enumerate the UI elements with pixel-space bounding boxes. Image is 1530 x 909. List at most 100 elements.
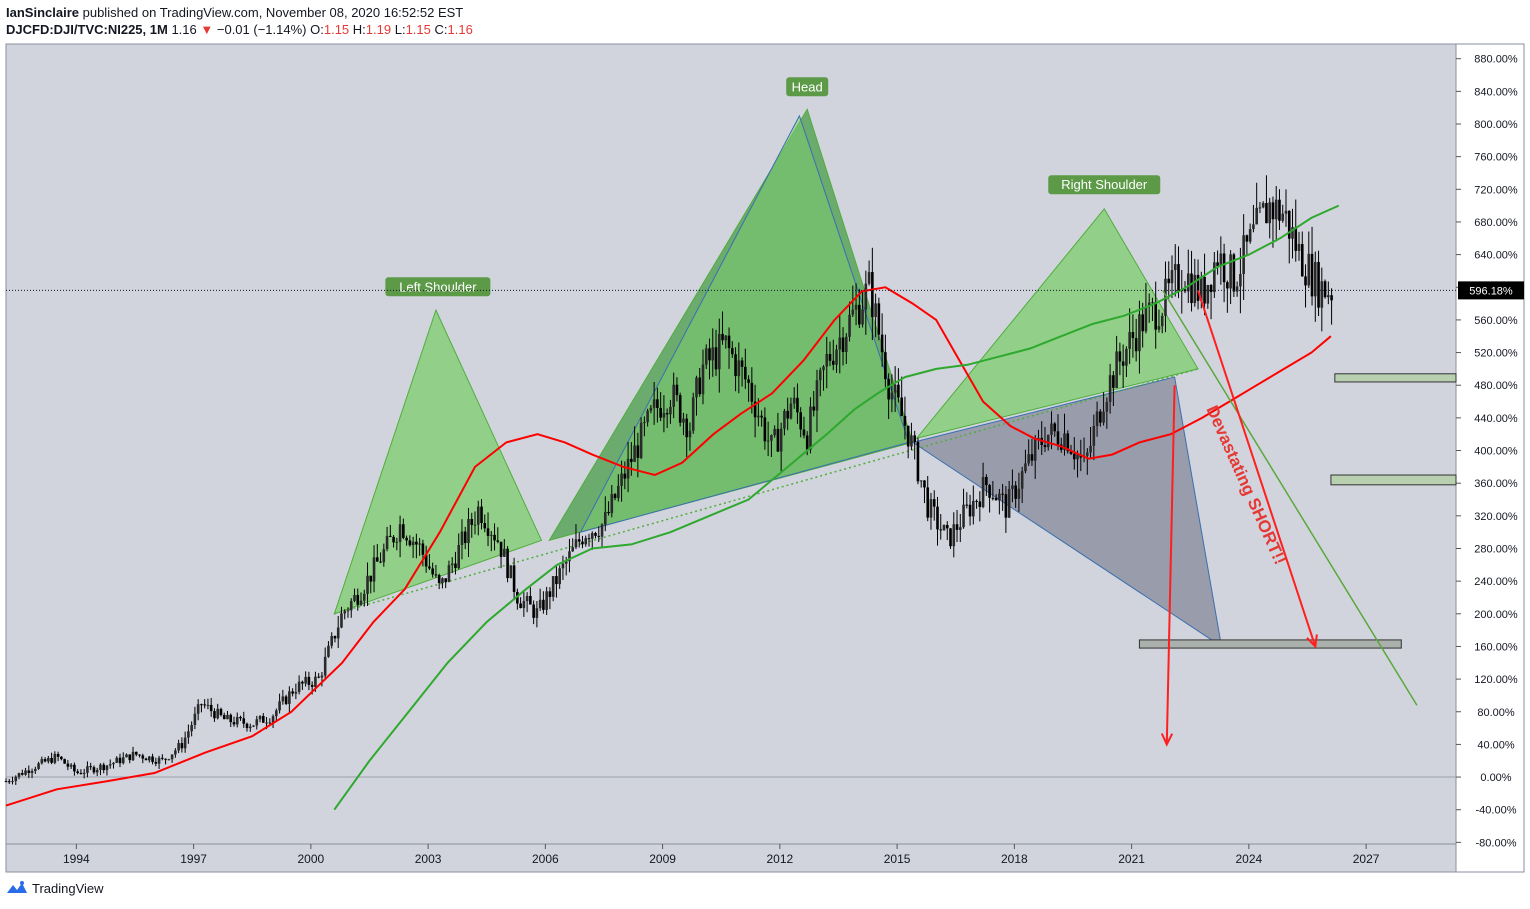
candle-body [457, 544, 461, 569]
candle-body [519, 603, 522, 609]
candle-body [809, 406, 812, 450]
candle-body [480, 506, 483, 524]
candle-body [978, 501, 982, 507]
candle-body [900, 397, 903, 416]
candle-body [942, 524, 946, 531]
candle-body [164, 758, 167, 760]
candle-body [1310, 253, 1314, 297]
candle-body [945, 524, 949, 529]
candle-body [144, 758, 148, 761]
candle-body [157, 757, 161, 764]
zone-490[interactable] [1334, 373, 1457, 383]
symbol-label[interactable]: DJCFD:DJI/TVC:NI225, 1M [6, 22, 168, 37]
trend-line[interactable] [1162, 290, 1418, 706]
target-triangle[interactable] [911, 376, 1223, 648]
drawing-tools[interactable] [1138, 290, 1457, 747]
candle-body [1186, 273, 1190, 292]
candle-body [646, 410, 649, 423]
candle-body [395, 541, 399, 543]
candle-body [802, 429, 806, 436]
x-tick-label: 2000 [298, 852, 325, 866]
candle-body [405, 537, 408, 541]
candle-body [1020, 471, 1024, 489]
candle-body [740, 360, 744, 367]
arrow-short-head[interactable] [1306, 634, 1318, 649]
candle-body [1196, 274, 1200, 301]
x-tick-label: 2021 [1118, 852, 1145, 866]
candle-body [252, 725, 255, 727]
candle-body [529, 596, 532, 605]
candle-body [92, 767, 96, 773]
candle-body [880, 334, 884, 353]
candle-body [799, 412, 802, 430]
tradingview-logo-icon[interactable] [6, 880, 28, 896]
footer-brand[interactable]: TradingView [32, 880, 104, 896]
price-axis[interactable]: -80.00% -40.00% 0.00% 40.00% 80.00% 120.00% 16… [1456, 54, 1518, 850]
arrow-down-long-head[interactable] [1160, 733, 1174, 747]
candle-body [936, 506, 939, 530]
candle-body [200, 704, 203, 706]
chart-header: IanSinclaire published on TradingView.co… [6, 4, 473, 38]
candle-body [356, 594, 360, 605]
target-zone-160[interactable] [1138, 639, 1402, 649]
candle-body [828, 353, 832, 361]
candle-body [1072, 453, 1076, 460]
candle-body [812, 406, 816, 411]
candle-body [1278, 199, 1281, 221]
candle-body [1232, 254, 1236, 292]
candle-body [424, 554, 428, 567]
candle-body [242, 718, 246, 724]
candle-body [1330, 295, 1333, 301]
low-label: L: [394, 22, 406, 37]
candle-body [389, 535, 392, 537]
candle-body [105, 765, 109, 771]
candle-body [486, 528, 490, 536]
left-shoulder-label[interactable]: Left Shoulder [399, 279, 477, 294]
candle-body [962, 504, 965, 528]
candle-body [470, 519, 474, 525]
candle-body [131, 751, 135, 761]
candle-body [343, 611, 347, 614]
candle-body [1037, 437, 1040, 439]
candle-body [1313, 262, 1317, 297]
candle-body [385, 535, 389, 550]
candle-body [890, 392, 894, 400]
head-label[interactable]: Head [792, 79, 823, 94]
candle-body [773, 428, 776, 436]
arrow-down-long[interactable] [1165, 385, 1176, 745]
zone-360[interactable] [1330, 474, 1457, 486]
x-tick-label: 1997 [180, 852, 207, 866]
y-tick-label: 360.00% [1474, 478, 1518, 490]
candle-body [858, 304, 861, 325]
candle-body [770, 435, 773, 441]
right-shoulder-triangle[interactable] [915, 208, 1199, 440]
author-name[interactable]: IanSinclaire [6, 5, 79, 20]
candle-body [587, 538, 591, 540]
candle-body [265, 722, 268, 724]
candle-body [476, 506, 480, 525]
time-axis[interactable]: 1994 1997 2000 2003 2006 2009 2012 2015 2018 2021… [63, 844, 1380, 866]
candle-body [121, 757, 125, 764]
candle-body [196, 704, 200, 714]
candle-body [581, 541, 584, 545]
candle-body [1141, 314, 1144, 332]
candle-body [620, 473, 623, 486]
candle-body [747, 379, 750, 383]
last-price: 596.18% [6, 281, 1524, 300]
x-tick-label: 2003 [415, 852, 442, 866]
candle-body [278, 701, 281, 711]
candle-body [66, 763, 70, 767]
arrow-short[interactable] [1197, 290, 1317, 647]
candle-body [1300, 243, 1304, 277]
candle-body [893, 384, 897, 393]
head-inner-triangle[interactable] [579, 114, 910, 533]
candle-body [493, 534, 496, 541]
candle-body [594, 533, 597, 536]
candle-body [444, 578, 447, 582]
candle-body [939, 529, 943, 531]
candle-body [1177, 264, 1180, 292]
publish-line: IanSinclaire published on TradingView.co… [6, 4, 473, 21]
right-shoulder-label[interactable]: Right Shoulder [1061, 177, 1148, 192]
candle-body [134, 751, 138, 755]
